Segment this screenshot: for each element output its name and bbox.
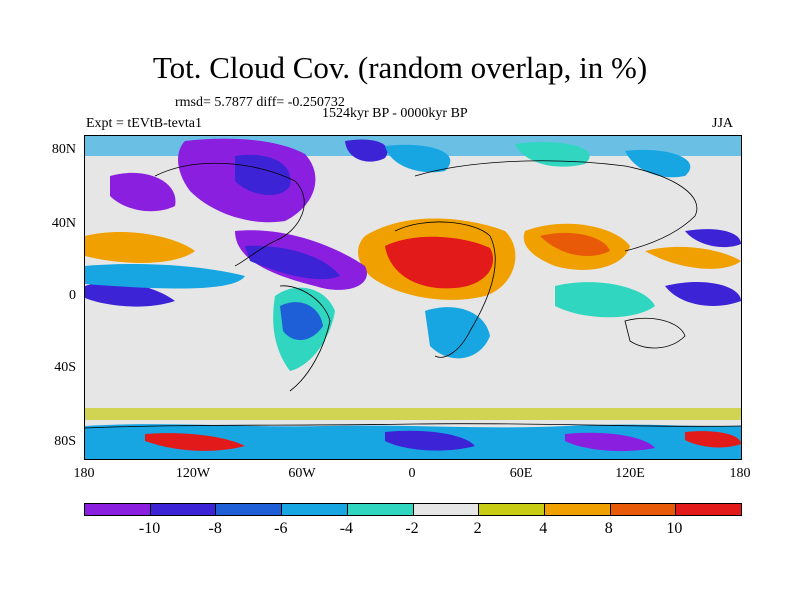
colorbar-tick-label: 4 bbox=[539, 520, 548, 537]
lon-label-120e: 120E bbox=[615, 466, 645, 481]
colorbar-swatch bbox=[610, 504, 677, 515]
lon-label-60e: 60E bbox=[509, 466, 533, 481]
colorbar-tick-label: -8 bbox=[208, 520, 222, 537]
colorbar-swatch bbox=[347, 504, 414, 515]
colorbar-swatch bbox=[479, 504, 545, 515]
lat-label-40n: 40N bbox=[51, 216, 76, 231]
colorbar-swatch bbox=[282, 504, 348, 515]
season-label: JJA bbox=[712, 116, 734, 131]
lat-label-80n: 80N bbox=[51, 142, 76, 157]
map-title: Tot. Cloud Cov. (random overlap, in %) bbox=[152, 50, 648, 85]
experiment-label: Expt = tEVtB-tevta1 bbox=[86, 116, 202, 131]
period-text: 1524kyr BP - 0000kyr BP bbox=[322, 106, 468, 121]
lat-label-0: 0 bbox=[69, 288, 76, 303]
lon-label-180e: 180 bbox=[729, 466, 751, 481]
lat-label-80s: 80S bbox=[54, 434, 76, 449]
lat-label-40s: 40S bbox=[54, 360, 76, 375]
map-panel bbox=[84, 135, 742, 460]
colorbar bbox=[84, 503, 742, 516]
colorbar-tick-label: 10 bbox=[666, 520, 683, 537]
colorbar-tick-label: 2 bbox=[473, 520, 482, 537]
colorbar-swatch bbox=[85, 504, 151, 515]
colorbar-swatch bbox=[216, 504, 283, 515]
colorbar-tick-label: 8 bbox=[604, 520, 613, 537]
stats-text: rmsd= 5.7877 diff= -0.250732 bbox=[175, 95, 345, 110]
lon-label-120w: 120W bbox=[175, 466, 211, 481]
colorbar-swatch bbox=[544, 504, 611, 515]
colorbar-swatch bbox=[676, 504, 742, 515]
colorbar-tick-label: -10 bbox=[138, 520, 161, 537]
lon-label-180w: 180 bbox=[73, 466, 95, 481]
colorbar-swatch bbox=[413, 504, 480, 515]
colorbar-tick-label: -2 bbox=[405, 520, 419, 537]
colorbar-tick-label: -4 bbox=[339, 520, 354, 537]
colorbar-tick-label: -6 bbox=[274, 520, 288, 537]
lon-label-0: 0 bbox=[408, 466, 416, 481]
colorbar-swatch bbox=[150, 504, 217, 515]
anomaly-map bbox=[85, 136, 741, 459]
lon-label-60w: 60W bbox=[288, 466, 316, 481]
